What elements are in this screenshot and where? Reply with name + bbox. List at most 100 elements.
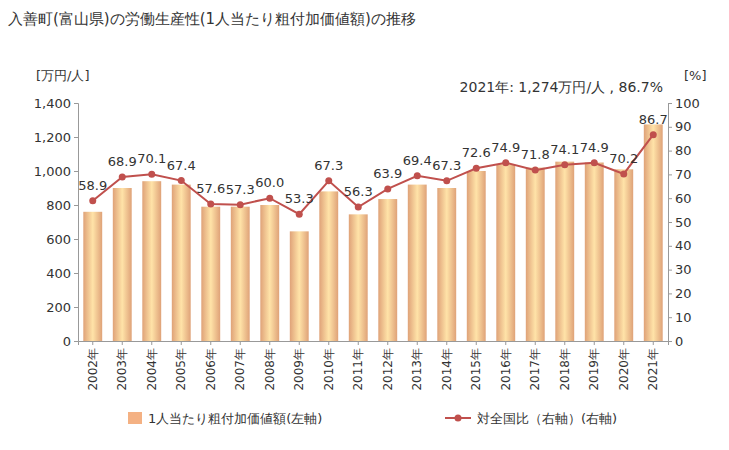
- y-tick-label: 1,000: [34, 164, 71, 179]
- x-tick-label: 2018年: [558, 348, 572, 391]
- y-axis: 02004006008001,0001,2001,400: [34, 96, 79, 349]
- y2-tick-label: 50: [675, 215, 692, 230]
- x-tick: 2009年: [292, 341, 306, 391]
- bar: [349, 214, 368, 341]
- y-tick: 1,400: [34, 96, 78, 111]
- y-tick-mark: [74, 239, 78, 240]
- bar: [290, 231, 309, 341]
- x-tick-mark: [535, 341, 536, 345]
- data-label: 57.6: [196, 181, 225, 196]
- marker: [119, 174, 126, 181]
- y-tick: 400: [46, 266, 78, 281]
- bar: [496, 164, 515, 341]
- marker-group: [296, 211, 303, 218]
- x-tick-label: 2016年: [499, 348, 513, 391]
- marker: [443, 177, 450, 184]
- y-tick: 1,000: [34, 164, 78, 179]
- x-tick: 2007年: [233, 341, 247, 391]
- y2-tick-label: 90: [675, 119, 692, 134]
- data-label: 69.4: [403, 153, 432, 168]
- x-tick-mark: [240, 341, 241, 345]
- title: 入善町(富山県)の労働生産性(1人当たり粗付加価値額)の推移: [8, 10, 416, 28]
- legend: 1人当たり粗付加価値額(左軸)対全国比（右軸）(右軸): [128, 411, 617, 426]
- y-tick-mark: [74, 205, 78, 206]
- x-tick-label: 2005年: [174, 348, 188, 391]
- data-label: 56.3: [344, 184, 373, 199]
- y-tick: 0: [63, 334, 78, 349]
- y2-tick: 0: [668, 334, 683, 349]
- x-tick-label: 2019年: [587, 348, 601, 391]
- x-tick-mark: [210, 341, 211, 345]
- bar: [644, 124, 663, 341]
- marker-group: [207, 200, 214, 207]
- x-tick: 2011年: [351, 341, 365, 391]
- x-tick-label: 2020年: [617, 348, 631, 391]
- x-tick-label: 2008年: [263, 348, 277, 391]
- bar: [555, 162, 574, 341]
- y-tick-label: 400: [46, 266, 71, 281]
- marker: [561, 161, 568, 168]
- marker: [207, 200, 214, 207]
- x-tick-label: 2021年: [646, 348, 660, 391]
- marker: [296, 211, 303, 218]
- x-tick-label: 2017年: [528, 348, 542, 391]
- y2-tick-mark: [668, 103, 672, 104]
- bar: [408, 185, 427, 341]
- data-label: 67.4: [167, 158, 196, 173]
- marker: [384, 185, 391, 192]
- y2-tick: 100: [668, 96, 700, 111]
- y-tick-mark: [74, 137, 78, 138]
- x-tick-label: 2009年: [292, 348, 306, 391]
- bar: [437, 188, 456, 341]
- x-tick-label: 2003年: [115, 348, 129, 391]
- y2-tick: 30: [668, 262, 692, 277]
- x-tick: 2012年: [381, 341, 395, 391]
- marker: [89, 197, 96, 204]
- data-label: 72.6: [462, 145, 491, 160]
- y-tick: 800: [46, 198, 78, 213]
- marker-group: [266, 195, 273, 202]
- y-tick-label: 1,200: [34, 130, 71, 145]
- y-tick-mark: [74, 171, 78, 172]
- x-axis-line: [79, 342, 669, 346]
- bar: [467, 171, 486, 341]
- chart: 入善町(富山県)の労働生産性(1人当たり粗付加価値額)の推移[万円/人][%]2…: [0, 0, 729, 450]
- marker: [620, 170, 627, 177]
- y2-tick-mark: [668, 174, 672, 175]
- line: [93, 135, 654, 214]
- y-tick-label: 1,400: [34, 96, 71, 111]
- marker-group: [89, 197, 96, 204]
- data-label: 74.9: [580, 140, 609, 155]
- y2-tick-label: 20: [675, 286, 692, 301]
- y2-tick-mark: [668, 293, 672, 294]
- data-label: 70.2: [609, 151, 638, 166]
- marker-group: [650, 131, 657, 138]
- marks: [83, 124, 662, 341]
- x-tick: 2016年: [499, 341, 513, 391]
- bar: [83, 212, 102, 341]
- y2-tick-mark: [668, 222, 672, 223]
- legend-marker-group: [455, 415, 462, 422]
- x-tick-mark: [623, 341, 624, 345]
- marker: [325, 177, 332, 184]
- marker: [178, 177, 185, 184]
- bar: [319, 191, 338, 341]
- x-tick-mark: [299, 341, 300, 345]
- marker: [502, 159, 509, 166]
- x-tick: 2008年: [263, 341, 277, 391]
- y-tick-label: 200: [46, 300, 71, 315]
- x-tick-mark: [476, 341, 477, 345]
- data-label: 86.7: [639, 112, 668, 127]
- y2-tick: 20: [668, 286, 692, 301]
- data-label: 70.1: [137, 151, 166, 166]
- x-tick-mark: [417, 341, 418, 345]
- y2-tick-mark: [668, 246, 672, 247]
- marker-group: [532, 167, 539, 174]
- x-tick: 2019年: [587, 341, 601, 391]
- y-axis-line: [74, 104, 79, 342]
- x-tick-mark: [446, 341, 447, 345]
- x-tick-mark: [653, 341, 654, 345]
- y2-tick: 40: [668, 238, 692, 253]
- data-label: 60.0: [255, 175, 284, 190]
- data-label: 74.1: [550, 142, 579, 157]
